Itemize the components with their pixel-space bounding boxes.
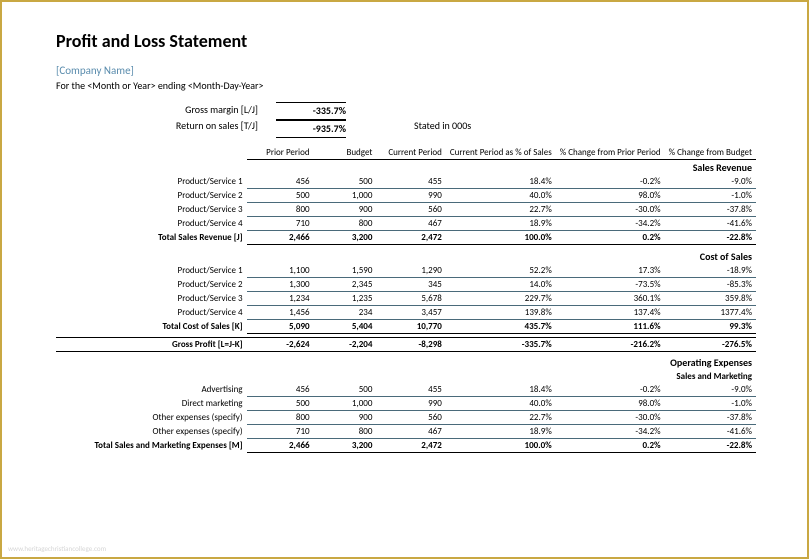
section-cost-of-sales: Cost of Sales bbox=[56, 249, 756, 264]
total-cost-of-sales-row: Total Cost of Sales [K] 5,0905,40410,770… bbox=[56, 319, 756, 333]
col-pct-of-sales: Current Period as % of Sales bbox=[446, 146, 556, 160]
total-sales-marketing-row: Total Sales and Marketing Expenses [M] 2… bbox=[56, 439, 756, 453]
table-row: Direct marketing 5001,00099040.0%98.0%-1… bbox=[56, 397, 756, 411]
stated-in-text: Stated in 000s bbox=[414, 102, 471, 134]
company-name: [Company Name] bbox=[56, 64, 777, 77]
return-on-sales-label: Return on sales [T/J] bbox=[56, 118, 258, 134]
metrics-block: Gross margin [L/J] Return on sales [T/J]… bbox=[56, 102, 777, 138]
table-row: Product/Service 1 45650045518.4%-0.2%-9.… bbox=[56, 175, 756, 189]
table-row: Product/Service 4 71080046718.9%-34.2%-4… bbox=[56, 217, 756, 231]
gross-margin-label: Gross margin [L/J] bbox=[56, 102, 258, 118]
col-current-period: Current Period bbox=[376, 146, 445, 160]
table-row: Product/Service 3 80090056022.7%-30.0%-3… bbox=[56, 203, 756, 217]
table-row: Other expenses (specify) 80090056022.7%-… bbox=[56, 411, 756, 425]
subsection-sales-marketing: Sales and Marketing bbox=[56, 370, 756, 383]
table-row: Product/Service 4 1,4562343,457139.8%137… bbox=[56, 305, 756, 319]
pl-table: Prior Period Budget Current Period Curre… bbox=[56, 146, 756, 453]
gross-profit-row: Gross Profit [L=J-K] -2,624-2,204-8,298-… bbox=[56, 337, 756, 351]
gross-margin-value: -335.7% bbox=[276, 102, 346, 120]
table-row: Product/Service 3 1,2341,2355,678229.7%3… bbox=[56, 291, 756, 305]
total-sales-revenue-row: Total Sales Revenue [J] 2,4663,2002,4721… bbox=[56, 231, 756, 245]
return-on-sales-value: -935.7% bbox=[276, 120, 346, 138]
watermark-text: www.heritagechristiancollege.com bbox=[8, 544, 106, 553]
table-header-row: Prior Period Budget Current Period Curre… bbox=[56, 146, 756, 160]
period-text: For the <Month or Year> ending <Month-Da… bbox=[56, 79, 777, 92]
col-pct-change-budget: % Change from Budget bbox=[665, 146, 756, 160]
col-prior-period: Prior Period bbox=[247, 146, 314, 160]
table-row: Other expenses (specify) 71080046718.9%-… bbox=[56, 425, 756, 439]
col-budget: Budget bbox=[314, 146, 377, 160]
table-row: Product/Service 2 1,3002,34534514.0%-73.… bbox=[56, 277, 756, 291]
table-row: Product/Service 2 5001,00099040.0%98.0%-… bbox=[56, 189, 756, 203]
section-sales-revenue: Sales Revenue bbox=[56, 160, 756, 176]
table-row: Product/Service 1 1,1001,5901,29052.2%17… bbox=[56, 264, 756, 278]
page-title: Profit and Loss Statement bbox=[56, 30, 777, 52]
table-row: Advertising 45650045518.4%-0.2%-9.0% bbox=[56, 383, 756, 397]
col-pct-change-prior: % Change from Prior Period bbox=[556, 146, 665, 160]
section-operating-expenses: Operating Expenses bbox=[56, 355, 756, 370]
